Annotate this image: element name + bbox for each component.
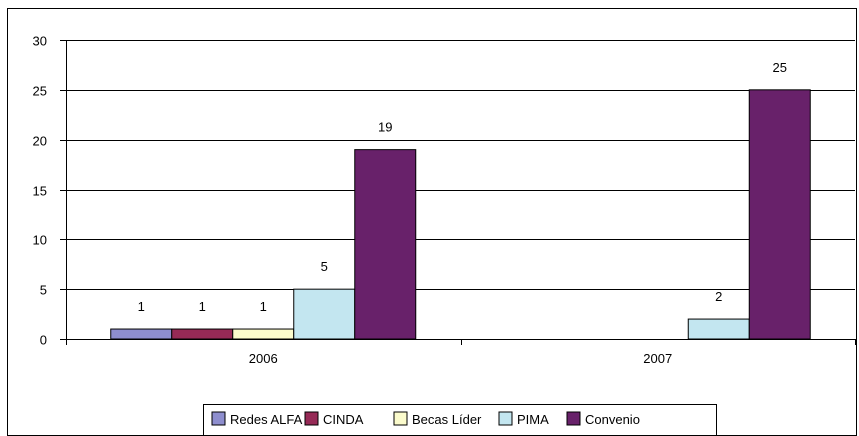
y-tick-label: 25 [33, 84, 47, 99]
bar [748, 89, 811, 340]
legend-swatch [211, 411, 226, 426]
chart-border [7, 8, 857, 436]
data-label: 1 [199, 299, 206, 314]
y-tick-label: 30 [33, 34, 47, 49]
legend-label: CINDA [323, 412, 364, 427]
data-label: 2 [715, 289, 722, 304]
legend-label: Convenio [585, 412, 640, 427]
legend-label: Becas Líder [412, 412, 482, 427]
data-label: 19 [378, 120, 392, 135]
y-tick-label: 10 [33, 233, 47, 248]
legend-swatch [393, 411, 408, 426]
legend-box [203, 404, 717, 436]
legend: Redes ALFA CINDA Becas Líder PIMA Convenio [203, 404, 717, 436]
legend-swatch [304, 411, 319, 426]
data-label: 5 [321, 259, 328, 274]
legend-swatch [566, 411, 581, 426]
y-tick-label: 15 [33, 184, 47, 199]
bar-layer [110, 89, 811, 340]
bar [232, 328, 295, 340]
data-label: 1 [138, 299, 145, 314]
legend-label: PIMA [517, 412, 549, 427]
x-tick-label: 2006 [249, 351, 278, 366]
data-label: 25 [773, 60, 787, 75]
x-tick-label: 2007 [643, 351, 672, 366]
bar [293, 288, 356, 340]
y-tick-label: 0 [40, 333, 47, 348]
bar [110, 328, 173, 340]
y-tick-label: 20 [33, 134, 47, 149]
y-tick-label: 5 [40, 283, 47, 298]
label-layer: 1 1 1 5 19 2 25 [138, 60, 787, 314]
legend-label: Redes ALFA [230, 412, 303, 427]
bar [687, 318, 750, 340]
bar [354, 149, 417, 340]
legend-swatch [498, 411, 513, 426]
bar [171, 328, 234, 340]
data-label: 1 [260, 299, 267, 314]
grid-layer [66, 40, 855, 290]
